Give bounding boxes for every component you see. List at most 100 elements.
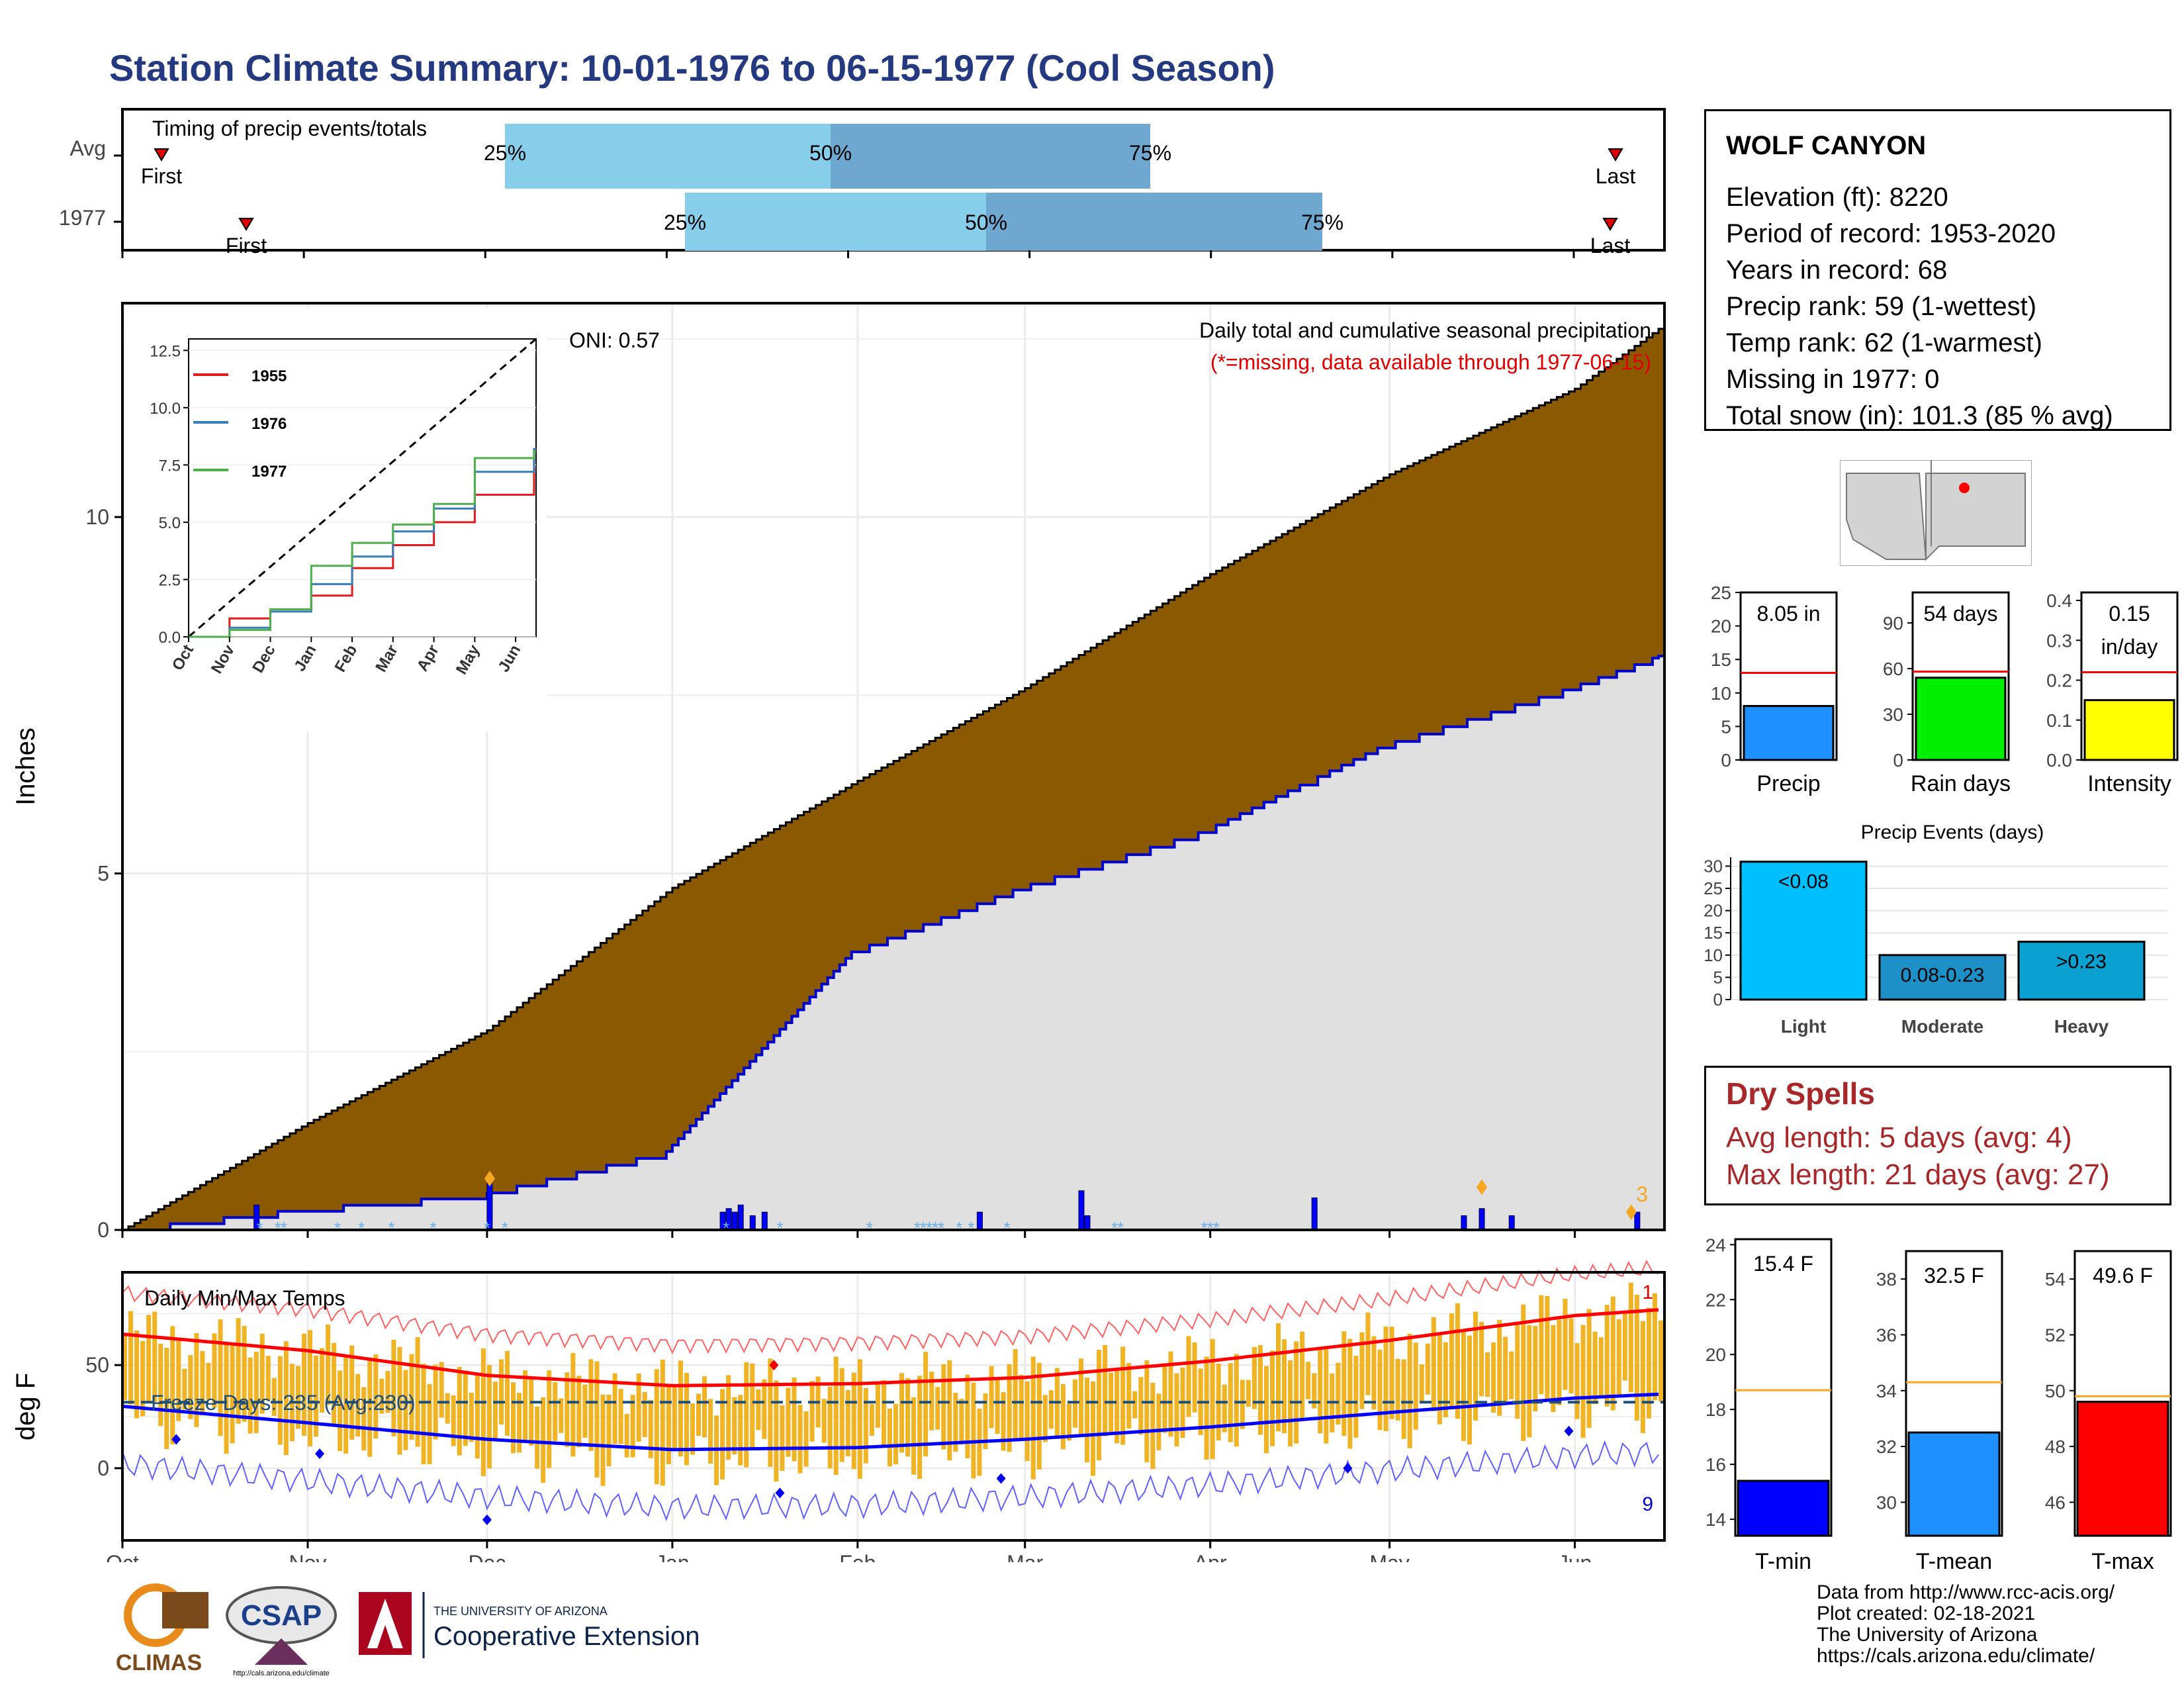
temp-range-bar	[200, 1350, 205, 1415]
temp-range-bar	[648, 1399, 653, 1458]
credit-university: The University of Arizona	[1817, 1624, 2038, 1646]
temp-range-bar	[1318, 1348, 1323, 1434]
temp-range-bar	[1078, 1358, 1083, 1436]
temp-range-bar	[887, 1408, 892, 1467]
temp-range-bar	[1509, 1351, 1514, 1399]
temp-range-bar	[1342, 1331, 1347, 1436]
temp-range-bar	[1407, 1333, 1412, 1448]
record-low-marker	[171, 1434, 181, 1445]
missing-data-marker: *	[1111, 1218, 1118, 1238]
daily-precip-bar	[1311, 1197, 1318, 1231]
temp-mini-y-tick-label: 14	[1706, 1509, 1726, 1530]
events-category-label: Heavy	[2054, 1016, 2109, 1037]
temp-range-bar	[947, 1360, 952, 1461]
temp-range-bar	[1437, 1332, 1442, 1425]
missing-data-marker: *	[723, 1218, 729, 1238]
temp-range-bar	[636, 1373, 641, 1442]
temp-range-bar	[1294, 1341, 1299, 1444]
temp-range-bar	[343, 1356, 349, 1454]
temp-range-bar	[355, 1374, 361, 1437]
temp-range-bar	[995, 1379, 1000, 1434]
temp-range-bar	[373, 1354, 379, 1439]
temp-range-bar	[1066, 1403, 1071, 1441]
temp-range-bar	[1592, 1331, 1598, 1405]
temp-y-label: deg F	[11, 1373, 40, 1440]
temp-range-bar	[738, 1395, 743, 1466]
temp-mini-y-tick-label: 36	[1876, 1325, 1897, 1345]
mini-y-tick-label: 0	[1721, 750, 1731, 771]
temp-range-bar	[851, 1372, 856, 1470]
legend-label-1976: 1976	[251, 415, 287, 433]
station-name: WOLF CANYON	[1726, 131, 1927, 160]
temp-range-bar	[1539, 1295, 1544, 1395]
missing-data-marker: *	[257, 1218, 263, 1238]
temp-range-bar	[1257, 1344, 1263, 1435]
temp-range-bar	[1282, 1339, 1287, 1434]
temp-range-bar	[1652, 1293, 1657, 1401]
station-detail-line: Total snow (in): 101.3 (85 % avg)	[1726, 401, 2113, 430]
timing-avg-p50: 50%	[809, 141, 852, 165]
credit-url: https://cals.arizona.edu/climate/	[1817, 1645, 2095, 1667]
mini-chart-intensity: 0.0 0.1 0.2 0.3 0.4 0.15 in/day Intensity	[2046, 590, 2179, 796]
temp-range-bar	[271, 1378, 277, 1416]
temp-range-bar	[313, 1355, 319, 1437]
temp-range-bar	[421, 1364, 426, 1465]
temp-range-bar	[1443, 1342, 1448, 1417]
mini-y-tick-label: 0.0	[2046, 750, 2072, 771]
temp-mini-y-tick-label: 20	[1706, 1344, 1726, 1365]
month-tick-label: Nov	[289, 1551, 327, 1562]
temp-range-bar	[1580, 1325, 1586, 1438]
temp-range-bar	[498, 1359, 504, 1425]
station-detail-line: Missing in 1977: 0	[1726, 365, 1940, 394]
inset-average-line	[188, 338, 537, 638]
events-y-tick-label: 30	[1704, 856, 1723, 876]
record-low-marker	[315, 1448, 325, 1460]
temp-range-bar	[1138, 1377, 1144, 1435]
dry-spells-box: Dry Spells Avg length: 5 days (avg: 4) M…	[1704, 1066, 2171, 1205]
temp-mini-y-tick-label: 52	[2045, 1325, 2066, 1345]
precip-y-tick-label: 10	[85, 505, 109, 529]
temp-mini-y-tick-label: 34	[1876, 1381, 1897, 1401]
temp-range-bar	[696, 1393, 702, 1436]
timing-1977-50-75-bar	[986, 193, 1322, 251]
temp-range-bar	[152, 1311, 158, 1402]
mini-chart-rain_days: 0 30 60 90 54 days Rain days	[1883, 591, 2011, 796]
missing-data-marker: *	[358, 1218, 365, 1238]
temp-range-bar	[1204, 1356, 1209, 1460]
events-bar	[2017, 941, 2146, 1001]
temp-range-bar	[929, 1372, 934, 1430]
temp-range-bar	[176, 1340, 181, 1421]
month-tick-label: Feb	[839, 1551, 876, 1562]
temp-range-bar	[1634, 1294, 1639, 1421]
inset-legend: 1955 1976 1977	[193, 367, 287, 481]
temp-range-bar	[486, 1364, 492, 1469]
month-tick-label: Jun	[1558, 1551, 1592, 1562]
temp-range-bar	[821, 1399, 827, 1443]
temp-range-bar	[666, 1385, 671, 1465]
temp-range-bar	[935, 1387, 940, 1430]
temp-range-bar	[1515, 1323, 1520, 1419]
temp-range-bar	[349, 1345, 355, 1440]
record-low-marker	[996, 1473, 1006, 1484]
temp-range-bar	[259, 1333, 265, 1414]
mini-y-tick-label: 0.2	[2046, 671, 2072, 691]
legend-label-1977: 1977	[251, 463, 287, 481]
mini-y-tick-label: 0	[1893, 750, 1903, 771]
temp-range-bar	[1473, 1311, 1479, 1421]
temp-daily-range-bars	[122, 1282, 1663, 1486]
temp-range-bar	[445, 1393, 450, 1424]
temp-range-bar	[469, 1392, 474, 1442]
daily-precip-bar	[737, 1204, 744, 1231]
temp-mini-y-tick-label: 38	[1876, 1269, 1897, 1289]
temp-range-bar	[1628, 1282, 1633, 1393]
temp-range-bar	[690, 1403, 695, 1455]
temp-range-bar	[140, 1340, 146, 1417]
inset-grid	[189, 350, 536, 637]
mini-y-tick-label: 0.1	[2046, 710, 2072, 731]
temp-range-bar	[869, 1404, 874, 1436]
temp-mini-y-tick-label: 18	[1706, 1399, 1726, 1420]
dry-spells-max: Max length: 21 days (avg: 27)	[1726, 1158, 2110, 1191]
month-tick-label: Dec	[468, 1551, 506, 1562]
temp-range-bar	[1222, 1384, 1227, 1432]
